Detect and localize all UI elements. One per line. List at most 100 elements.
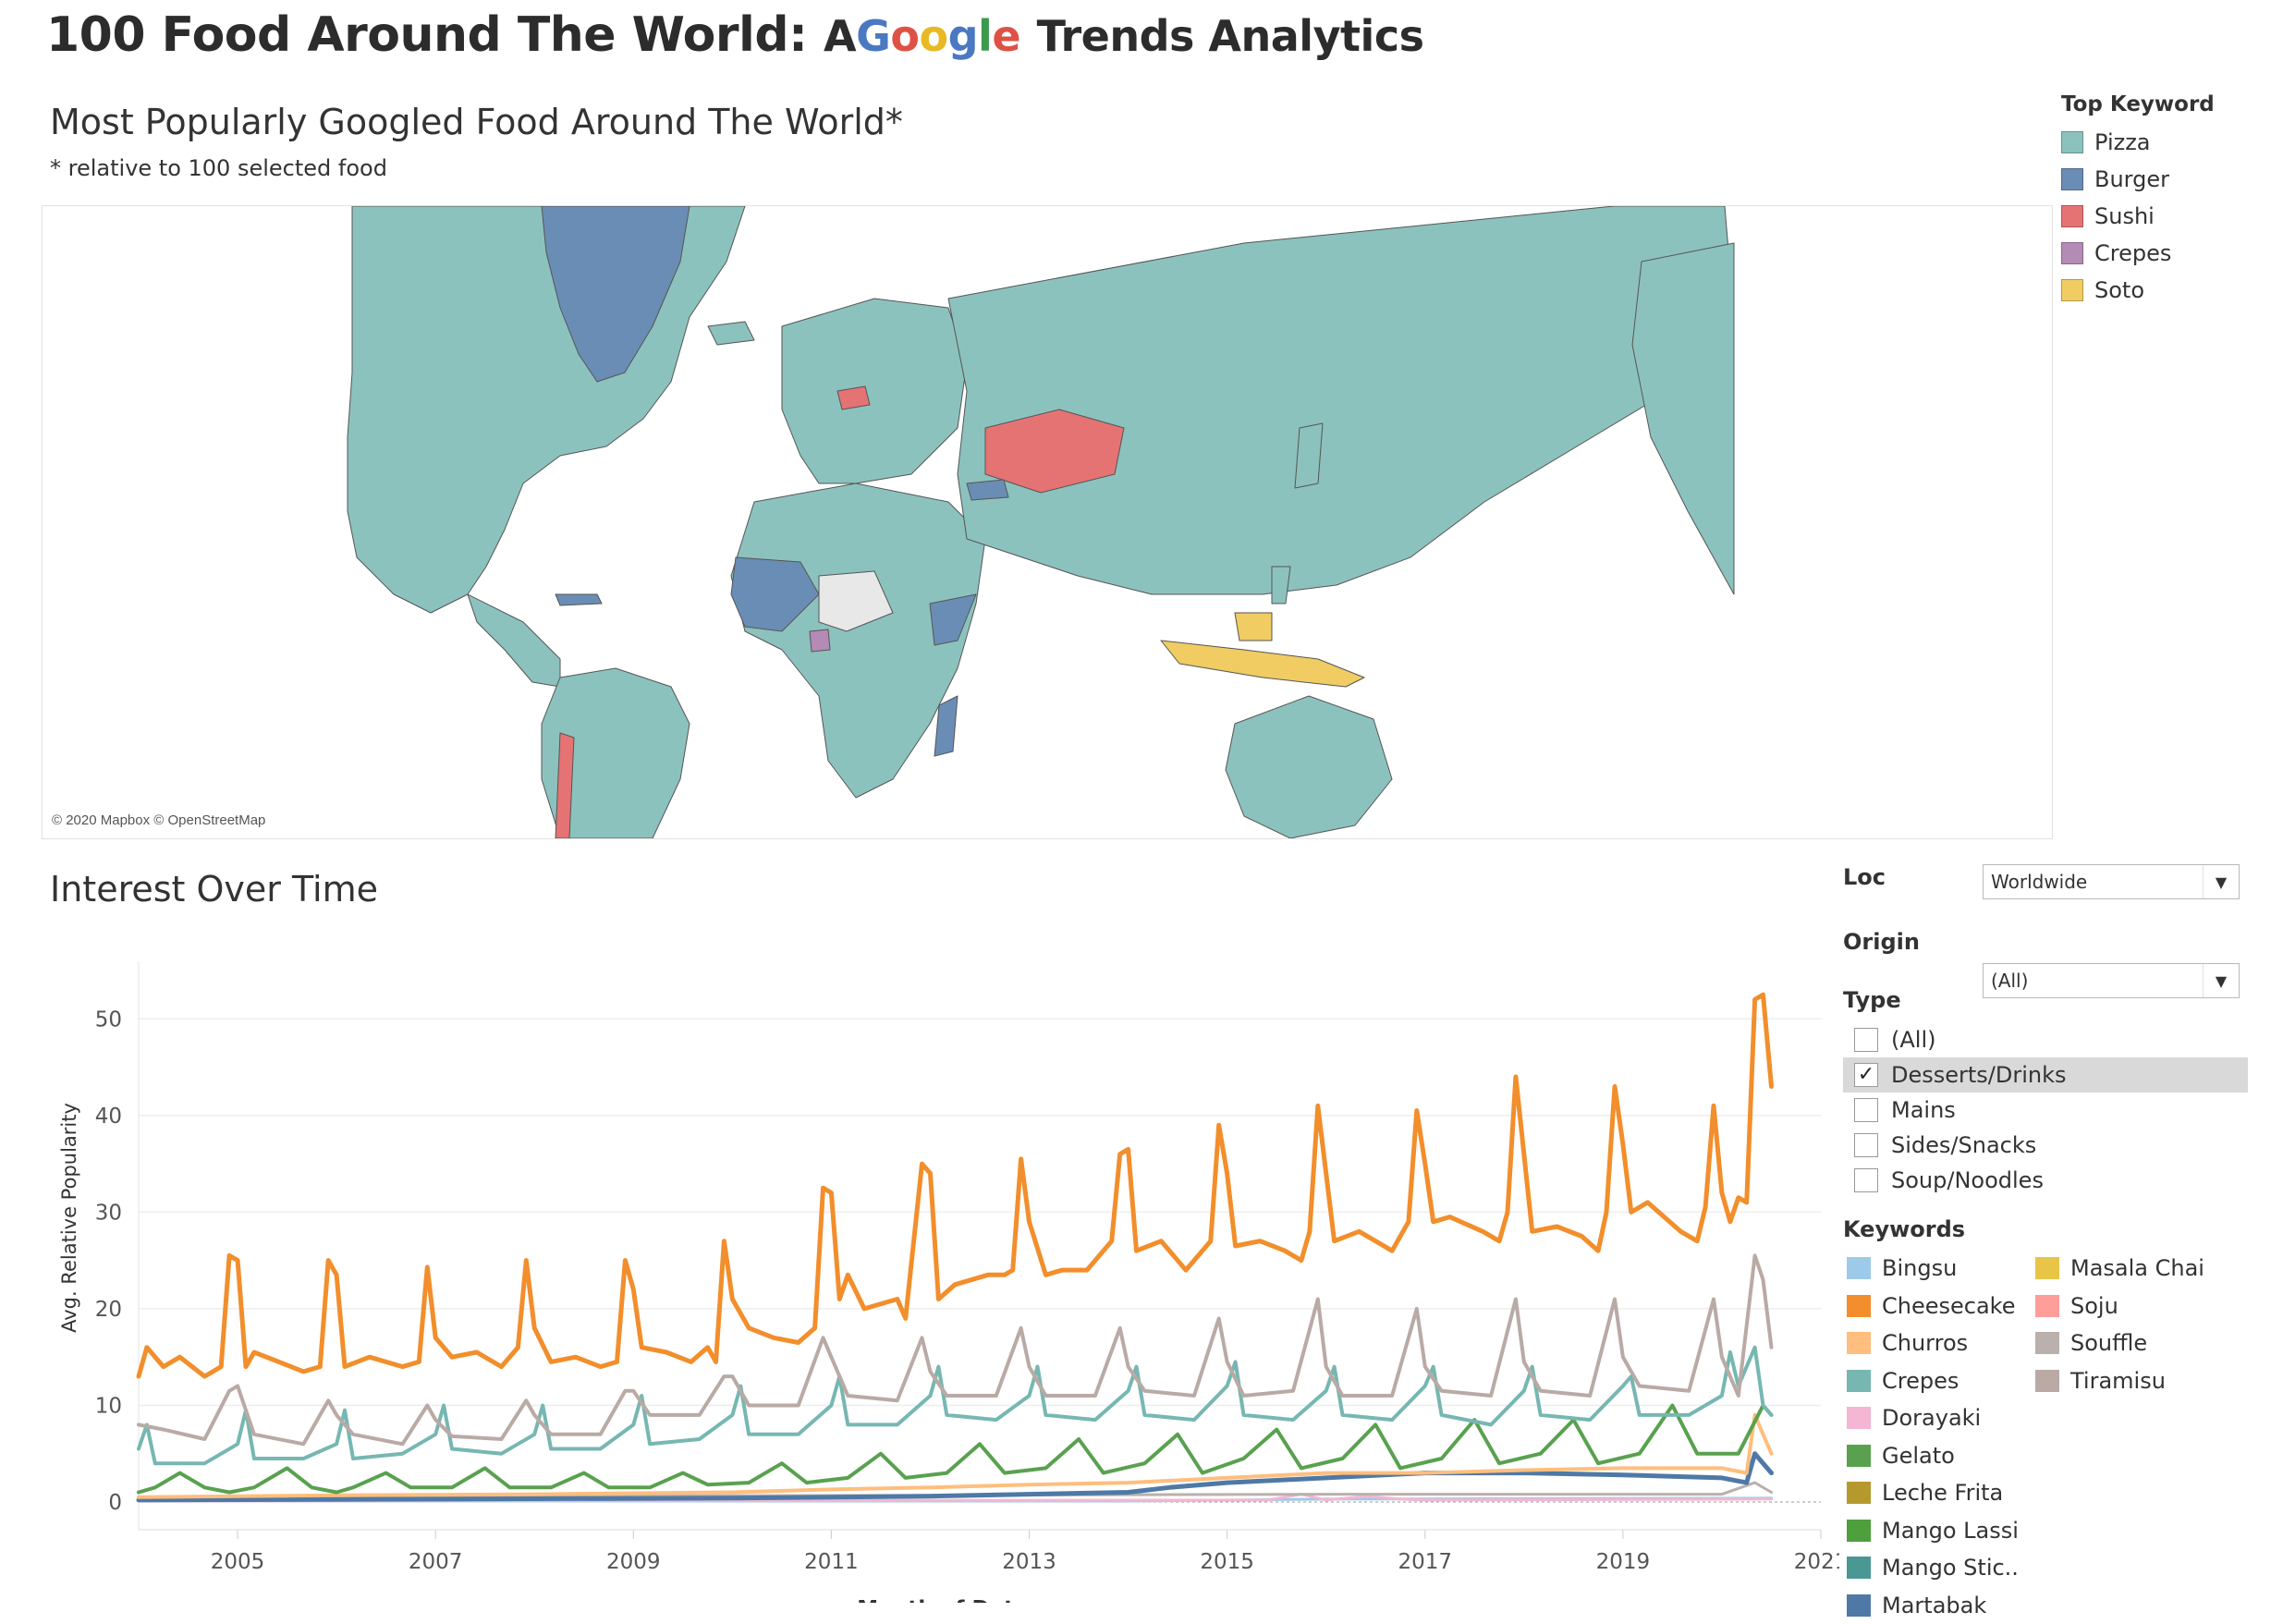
type-option-mains[interactable]: Mains [1843, 1093, 2248, 1128]
legend-swatch [2035, 1257, 2059, 1279]
region-indonesia [1161, 641, 1364, 687]
google-letter: e [992, 11, 1020, 61]
loc-dropdown[interactable]: Worldwide ▼ [1983, 864, 2240, 899]
keyword-label: Gelato [1882, 1443, 1955, 1469]
legend-swatch [2061, 242, 2083, 264]
region-iceland [708, 322, 754, 345]
region-japan [1295, 423, 1323, 488]
map-credit: © 2020 Mapbox © OpenStreetMap [52, 812, 265, 828]
legend-label: Crepes [2094, 240, 2171, 266]
google-letter: o [920, 11, 948, 61]
x-tick-label: 2007 [409, 1550, 463, 1574]
x-tick-label: 2015 [1200, 1550, 1254, 1574]
region-caribbean [555, 594, 602, 605]
type-option-label: Desserts/Drinks [1891, 1062, 2067, 1088]
checkbox[interactable] [1854, 1133, 1878, 1157]
y-tick-label: 20 [95, 1298, 122, 1322]
type-option-desserts-drinks[interactable]: ✓ Desserts/Drinks [1843, 1057, 2248, 1093]
checkbox[interactable]: ✓ [1854, 1063, 1878, 1087]
legend-swatch [2061, 279, 2083, 301]
region-asia [948, 206, 1734, 594]
keyword-item-dorayaki[interactable]: Dorayaki [1847, 1399, 2019, 1437]
x-tick-label: 2005 [211, 1550, 265, 1574]
region-caucasus [967, 480, 1008, 500]
x-tick-label: 2021 [1794, 1550, 1839, 1574]
keyword-item-mango-sticky-rice[interactable]: Mango Stic.. [1847, 1549, 2019, 1587]
legend-swatch [1847, 1445, 1871, 1467]
legend-label: Burger [2094, 166, 2169, 192]
map-subtitle: * relative to 100 selected food [50, 155, 387, 181]
y-tick-label: 30 [95, 1201, 122, 1225]
x-tick-label: 2019 [1596, 1550, 1651, 1574]
x-tick-label: 2011 [804, 1550, 859, 1574]
keyword-item-churros[interactable]: Churros [1847, 1325, 2019, 1362]
series-line-gelato [139, 1406, 1772, 1493]
y-tick-label: 0 [108, 1491, 122, 1515]
legend-swatch [1847, 1594, 1871, 1617]
world-map[interactable]: © 2020 Mapbox © OpenStreetMap [42, 205, 2053, 839]
legend-label: Soto [2094, 277, 2144, 303]
legend-swatch [1847, 1482, 1871, 1504]
google-letter: l [978, 11, 992, 61]
legend-item-burger[interactable]: Burger [2061, 161, 2215, 198]
keyword-item-leche-frita[interactable]: Leche Frita [1847, 1474, 2019, 1512]
legend-swatch [1847, 1557, 1871, 1579]
keywords-legend-title: Keywords [1843, 1216, 1965, 1242]
keyword-item-tiramisu[interactable]: Tiramisu [2035, 1362, 2204, 1400]
keyword-label: Bingsu [1882, 1255, 1957, 1281]
type-option-soup-noodles[interactable]: Soup/Noodles [1843, 1163, 2248, 1198]
keywords-legend-left: Bingsu Cheesecake Churros Crepes Dorayak… [1847, 1250, 2019, 1624]
keyword-item-soju[interactable]: Soju [2035, 1288, 2204, 1325]
checkbox[interactable] [1854, 1168, 1878, 1192]
keyword-label: Crepes [1882, 1368, 1959, 1394]
keyword-item-souffle[interactable]: Souffle [2035, 1325, 2204, 1362]
legend-swatch [1847, 1407, 1871, 1429]
chevron-down-icon[interactable]: ▼ [2203, 865, 2239, 898]
keyword-item-cheesecake[interactable]: Cheesecake [1847, 1288, 2019, 1325]
legend-label: Pizza [2094, 129, 2151, 155]
legend-item-soto[interactable]: Soto [2061, 272, 2215, 309]
title-main: 100 Food Around The World: [46, 7, 807, 63]
x-tick-label: 2013 [1002, 1550, 1056, 1574]
checkbox[interactable] [1854, 1028, 1878, 1052]
y-tick-label: 10 [95, 1394, 122, 1418]
series-line-cheesecake [139, 995, 1772, 1376]
keyword-item-bingsu[interactable]: Bingsu [1847, 1250, 2019, 1288]
google-letter: G [856, 11, 890, 61]
legend-swatch [2035, 1370, 2059, 1392]
type-option-sides-snacks[interactable]: Sides/Snacks [1843, 1128, 2248, 1163]
legend-swatch [1847, 1370, 1871, 1392]
checkbox[interactable] [1854, 1098, 1878, 1122]
keyword-label: Churros [1882, 1330, 1968, 1356]
region-australia [1226, 696, 1392, 838]
keyword-label: Dorayaki [1882, 1405, 1981, 1431]
type-option-label: (All) [1891, 1027, 1935, 1053]
google-letter: o [890, 11, 919, 61]
type-option-all[interactable]: (All) [1843, 1022, 2248, 1057]
keyword-item-crepes[interactable]: Crepes [1847, 1362, 2019, 1400]
region-philippines [1272, 567, 1290, 604]
loc-value: Worldwide [1991, 871, 2087, 893]
keyword-label: Tiramisu [2070, 1368, 2166, 1394]
keyword-item-martabak[interactable]: Martabak [1847, 1587, 2019, 1624]
origin-dropdown[interactable]: (All) ▼ [1983, 963, 2240, 998]
keyword-item-mango-lassi[interactable]: Mango Lassi [1847, 1512, 2019, 1550]
legend-item-crepes[interactable]: Crepes [2061, 235, 2215, 272]
y-tick-label: 40 [95, 1105, 122, 1129]
legend-item-sushi[interactable]: Sushi [2061, 198, 2215, 235]
keyword-label: Leche Frita [1882, 1480, 2003, 1506]
legend-item-pizza[interactable]: Pizza [2061, 124, 2215, 161]
origin-value: (All) [1991, 970, 2028, 992]
dashboard-title: 100 Food Around The World: AGoogle Trend… [46, 7, 1423, 63]
legend-swatch [2035, 1332, 2059, 1354]
keyword-label: Soju [2070, 1293, 2118, 1319]
x-tick-label: 2009 [606, 1550, 661, 1574]
type-option-label: Mains [1891, 1097, 1956, 1123]
keyword-item-gelato[interactable]: Gelato [1847, 1437, 2019, 1475]
keyword-item-masala-chai[interactable]: Masala Chai [2035, 1250, 2204, 1288]
chevron-down-icon[interactable]: ▼ [2203, 964, 2239, 997]
y-axis-label: Avg. Relative Popularity [58, 1103, 80, 1333]
region-north-america [348, 206, 745, 613]
map-canvas[interactable] [43, 206, 2052, 838]
